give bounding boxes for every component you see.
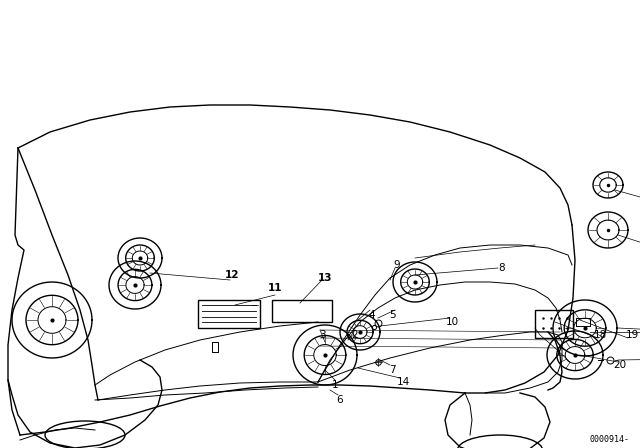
Bar	[198, 300, 260, 328]
Text: 20: 20	[613, 360, 627, 370]
Text: 4: 4	[369, 310, 375, 320]
Text: 10: 10	[445, 317, 459, 327]
Text: 9: 9	[394, 260, 400, 270]
Text: 3: 3	[319, 330, 325, 340]
Bar	[535, 310, 573, 338]
Text: 14: 14	[396, 377, 410, 387]
Text: 0000914-: 0000914-	[590, 435, 630, 444]
Text: 2: 2	[352, 330, 358, 340]
Text: 12: 12	[225, 270, 239, 280]
Text: 5: 5	[390, 310, 396, 320]
Text: 6: 6	[337, 395, 343, 405]
Text: 8: 8	[499, 263, 506, 273]
Text: 1: 1	[332, 380, 339, 390]
Text: 11: 11	[268, 283, 282, 293]
Text: 13: 13	[317, 273, 332, 283]
Text: 19: 19	[625, 330, 639, 340]
Bar	[272, 300, 332, 322]
Text: 7: 7	[388, 365, 396, 375]
Text: 18: 18	[593, 330, 607, 340]
